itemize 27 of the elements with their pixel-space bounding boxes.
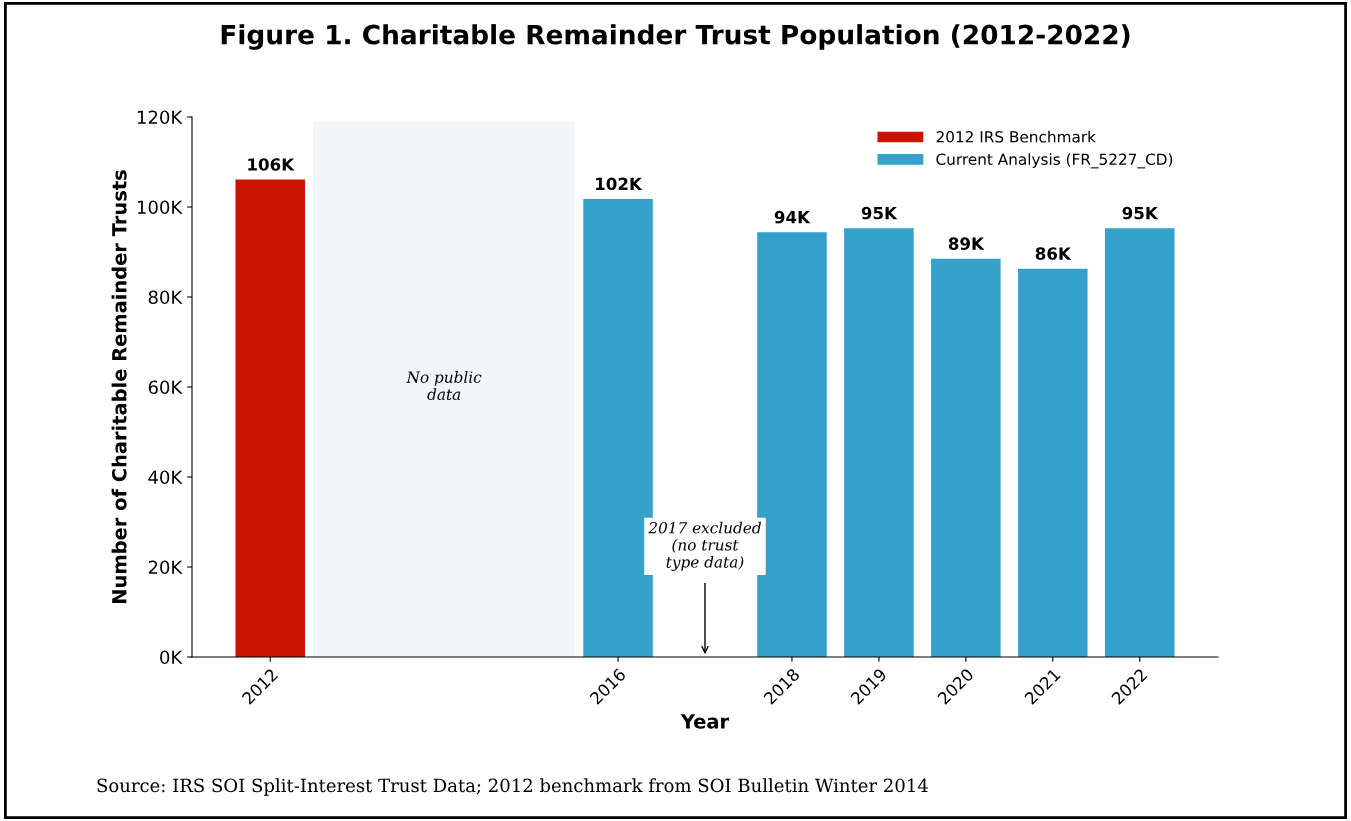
annotation: 2017 excluded (no trust type data) <box>648 521 762 571</box>
bar <box>1104 228 1175 657</box>
data-label: 89K <box>948 237 985 250</box>
y-tick-label: 100K <box>137 200 183 215</box>
source-note: Source: IRS SOI Split-Interest Trust Data; 2012 benchmark from SOI Bulletin Winter 2014 <box>97 778 928 796</box>
y-tick-label: 0K <box>160 650 183 665</box>
legend-label: 2012 IRS Benchmark <box>936 130 1096 143</box>
chart-title: Figure 1. Charitable Remainder Trust Population (2012-2022) <box>221 24 1130 50</box>
y-tick-label: 40K <box>148 470 183 485</box>
y-tick-label: 20K <box>148 560 183 575</box>
y-tick-label: 80K <box>148 290 183 305</box>
data-label: 95K <box>1122 206 1159 220</box>
legend-label: Current Analysis (FR_5227_CD) <box>936 153 1173 169</box>
data-label: 94K <box>774 210 811 224</box>
y-tick-label: 120K <box>137 110 183 125</box>
bar <box>844 228 914 657</box>
bar <box>931 258 1001 657</box>
data-label: 86K <box>1035 247 1072 260</box>
y-axis-title: Number of Charitable Remainder Trusts <box>111 170 127 603</box>
band-label: No public data <box>406 371 482 400</box>
data-label: 106K <box>248 158 295 171</box>
bar <box>235 179 306 657</box>
y-tick-label: 60K <box>148 380 183 395</box>
bar <box>1018 268 1088 657</box>
data-label: 95K <box>861 206 898 220</box>
data-label: 102K <box>596 177 643 191</box>
x-axis-title: Year <box>680 714 730 729</box>
